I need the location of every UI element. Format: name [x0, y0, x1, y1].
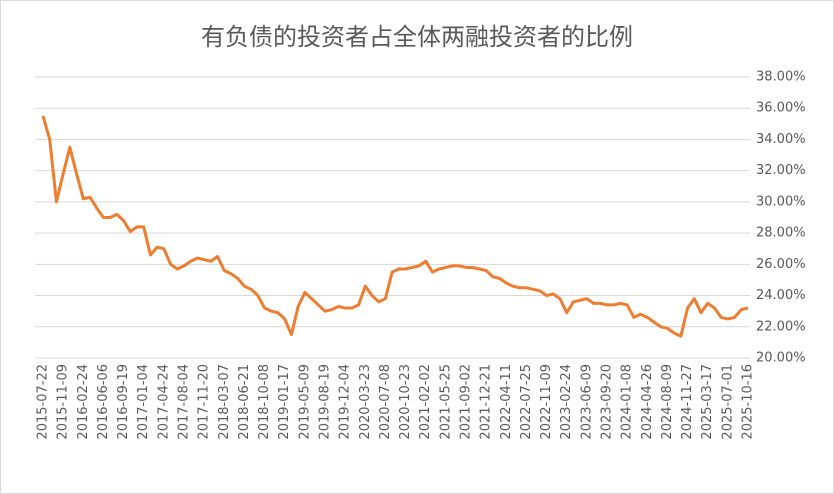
- x-tick-label: 2019-05-09: [297, 364, 312, 440]
- x-tick-label: 2017-11-20: [197, 364, 212, 440]
- x-tick-label: 2015-07-22: [36, 364, 51, 440]
- x-tick-label: 2020-03-23: [358, 364, 373, 440]
- x-tick-label: 2025-03-17: [700, 364, 715, 440]
- x-tick-label: 2018-10-08: [257, 364, 272, 440]
- x-tick-label: 2016-02-24: [76, 364, 91, 440]
- y-tick-label: 22.00%: [756, 319, 806, 334]
- x-tick-label: 2024-04-26: [640, 364, 655, 440]
- y-tick-label: 38.00%: [756, 70, 806, 85]
- x-tick-label: 2017-04-24: [156, 364, 171, 440]
- y-tick-label: 28.00%: [756, 226, 806, 241]
- x-tick-label: 2016-09-19: [116, 364, 131, 440]
- x-tick-label: 2022-04-11: [499, 364, 514, 440]
- x-tick-label: 2025-07-01: [720, 364, 735, 440]
- x-tick-label: 2023-06-09: [579, 364, 594, 440]
- x-tick-label: 2017-01-04: [136, 364, 151, 440]
- x-tick-label: 2016-06-06: [96, 364, 111, 440]
- x-tick-label: 2024-11-27: [680, 364, 695, 440]
- y-tick-label: 26.00%: [756, 257, 806, 272]
- x-tick-label: 2025-10-16: [741, 364, 756, 440]
- x-tick-label: 2015-11-09: [56, 364, 71, 440]
- y-tick-label: 20.00%: [756, 351, 806, 366]
- x-tick-label: 2021-02-02: [418, 364, 433, 440]
- data-line: [41, 115, 749, 338]
- x-tick-label: 2022-07-25: [519, 364, 534, 440]
- x-tick-label: 2019-08-19: [318, 364, 333, 440]
- y-tick-label: 30.00%: [756, 194, 806, 209]
- y-tick-label: 36.00%: [756, 101, 806, 116]
- x-tick-label: 2019-12-04: [338, 364, 353, 440]
- y-tick-label: 24.00%: [756, 288, 806, 303]
- x-tick-label: 2024-08-09: [660, 364, 675, 440]
- x-tick-label: 2021-05-25: [438, 364, 453, 440]
- x-tick-label: 2018-06-21: [237, 364, 252, 440]
- x-tick-label: 2020-07-08: [378, 364, 393, 440]
- x-tick-label: 2019-01-17: [277, 364, 292, 440]
- y-tick-label: 32.00%: [756, 163, 806, 178]
- x-tick-label: 2023-09-20: [600, 364, 615, 440]
- x-tick-label: 2023-02-24: [559, 364, 574, 440]
- x-tick-label: 2018-03-07: [217, 364, 232, 440]
- x-tick-label: 2024-01-08: [620, 364, 635, 440]
- y-tick-label: 34.00%: [756, 132, 806, 147]
- x-tick-label: 2017-08-04: [177, 364, 192, 440]
- x-tick-label: 2021-09-02: [459, 364, 474, 440]
- x-tick-label: 2021-12-21: [479, 364, 494, 440]
- x-tick-label: 2022-11-09: [539, 364, 554, 440]
- x-tick-label: 2020-10-23: [398, 364, 413, 440]
- chart-title: 有负债的投资者占全体两融投资者的比例: [201, 23, 633, 51]
